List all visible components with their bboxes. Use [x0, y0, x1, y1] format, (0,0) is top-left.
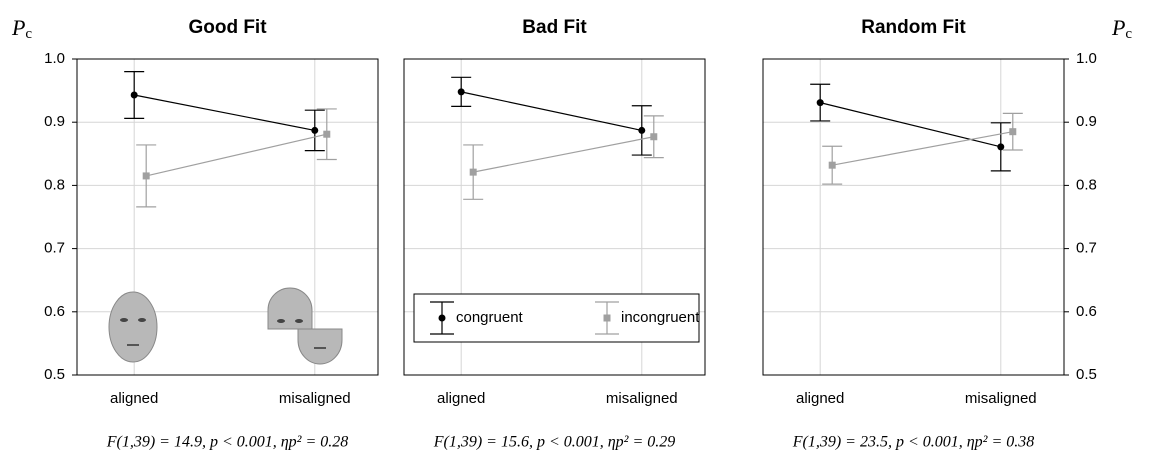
y-axis-label: Pc: [1111, 15, 1132, 42]
figure: Good Fit Pc 1.0 0.9 0.8 0.7 0.6 0.5 aligned misal…: [0, 0, 1150, 465]
plot-frame: [763, 59, 1064, 375]
legend-marker: [439, 315, 446, 322]
series-line: [461, 92, 642, 131]
series-line: [820, 103, 1001, 147]
y-tick-label: 0.7: [44, 240, 65, 257]
x-tick-label: aligned: [796, 390, 844, 407]
point: [638, 127, 645, 134]
face-eye: [120, 318, 128, 322]
y-tick-label: 0.5: [1076, 366, 1097, 383]
point: [470, 169, 477, 176]
chart-title: Random Fit: [861, 17, 966, 38]
y-tick-label: 0.9: [44, 113, 65, 130]
chart-title: Good Fit: [188, 17, 267, 38]
series-line: [832, 132, 1013, 165]
legend-label: incongruent: [621, 309, 700, 326]
y-axis-label-main: P: [1111, 15, 1125, 40]
y-tick-label: 1.0: [44, 50, 65, 67]
y-tick-label: 0.8: [44, 176, 65, 193]
x-tick-label: aligned: [437, 390, 485, 407]
face-eye: [277, 319, 285, 323]
series-line: [473, 137, 654, 172]
point: [817, 99, 824, 106]
y-tick-label: 0.8: [1076, 176, 1097, 193]
series-line: [146, 134, 327, 176]
face-eye: [138, 318, 146, 322]
point: [131, 92, 138, 99]
y-tick-label: 0.9: [1076, 113, 1097, 130]
chart-title: Bad Fit: [522, 17, 587, 38]
y-axis-label-sub: c: [25, 26, 32, 42]
x-tick-label: misaligned: [606, 390, 678, 407]
x-tick-label: aligned: [110, 390, 158, 407]
stat-annotation: F(1,39) = 15.6, p < 0.001, ηp² = 0.29: [433, 434, 676, 451]
point: [323, 131, 330, 138]
point: [311, 127, 318, 134]
y-tick-label: 0.7: [1076, 240, 1097, 257]
point: [1009, 128, 1016, 135]
y-tick-label: 0.6: [1076, 303, 1097, 320]
aligned-face: [109, 292, 157, 362]
misaligned-face-top: [268, 288, 312, 329]
y-tick-label: 0.5: [44, 366, 65, 383]
y-tick-label: 0.6: [44, 303, 65, 320]
y-axis-label-main: P: [11, 15, 25, 40]
stat-annotation: F(1,39) = 23.5, p < 0.001, ηp² = 0.38: [792, 434, 1035, 451]
x-tick-label: misaligned: [965, 390, 1037, 407]
series-line: [134, 95, 315, 130]
point: [143, 172, 150, 179]
y-axis-label: Pc: [11, 15, 32, 42]
point: [997, 143, 1004, 150]
legend-label: congruent: [456, 309, 524, 326]
point: [458, 88, 465, 95]
x-tick-label: misaligned: [279, 390, 351, 407]
face-illustrations: [109, 288, 342, 364]
y-tick-label: 1.0: [1076, 50, 1097, 67]
point: [829, 162, 836, 169]
y-axis-label-sub: c: [1125, 26, 1132, 42]
legend-marker: [604, 315, 611, 322]
stat-annotation: F(1,39) = 14.9, p < 0.001, ηp² = 0.28: [106, 434, 349, 451]
face-eye: [295, 319, 303, 323]
misaligned-face-bottom: [298, 329, 342, 364]
point: [650, 133, 657, 140]
